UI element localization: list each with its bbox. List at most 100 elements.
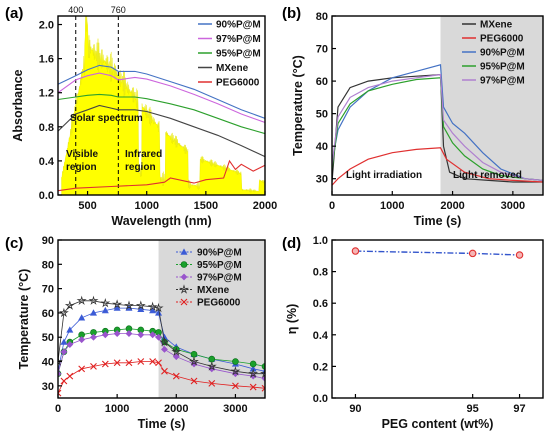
legend-label: 90%P@M (197, 248, 242, 259)
data-point-97%P@M (161, 345, 168, 353)
data-point-90%P@M (66, 326, 74, 333)
x-tick-label: 95 (467, 403, 479, 415)
y-tick-label: 70 (42, 284, 54, 296)
x-tick-label: 90 (349, 403, 361, 415)
data-point-PEG6000 (113, 359, 121, 367)
data-point-90%P@M (60, 338, 68, 345)
data-point-PEG6000 (249, 383, 257, 391)
panel-label: (c) (5, 235, 23, 252)
y-tick-label: 0.4 (313, 330, 329, 342)
y-tick-label: 50 (316, 109, 328, 121)
legend-label: 97%P@M (480, 76, 525, 87)
data-point-90%P@M (155, 309, 163, 316)
x-tick-label: 3000 (501, 200, 525, 212)
data-point-MXene (58, 356, 63, 366)
legend-marker (179, 284, 189, 294)
panel-b: 0 1000 2000 3000 30 40 50 60 70 80 Time (s) Tempera… (282, 5, 544, 228)
x-tick-label: 2000 (253, 200, 277, 212)
data-point-97%P@M (90, 333, 97, 341)
x-tick-label: 97 (513, 403, 525, 415)
data-point-PEG6000 (261, 384, 265, 392)
y-tick-label: 80 (316, 11, 328, 23)
solar-spectrum-area (61, 16, 265, 195)
data-point (515, 251, 524, 259)
data-point-MXene (135, 300, 146, 310)
data-point-MXene (248, 368, 259, 378)
data-point-PEG6000 (155, 359, 162, 367)
y-tick-label: 70 (316, 44, 328, 56)
legend-marker (180, 261, 188, 268)
data-point-95%P@M (190, 350, 198, 358)
y-tick-label: 50 (42, 332, 54, 344)
plot-area (58, 240, 265, 398)
data-point-PEG6000 (208, 380, 216, 387)
data-point-MXene (147, 301, 158, 312)
data-point-90%P@M (137, 305, 145, 312)
x-tick-label: 0 (55, 403, 61, 415)
panel-label: (a) (5, 5, 23, 22)
dashed-marker-label: 400 (68, 5, 83, 15)
series-line-MXene (58, 300, 265, 375)
data-point-97%P@M (58, 370, 62, 378)
legend-label: 97%P@M (197, 273, 242, 284)
x-axis-title: Wavelength (nm) (111, 214, 211, 228)
y-tick-label: 2.0 (39, 20, 54, 32)
annotation-infrared-region: region (125, 162, 156, 173)
data-point-97%P@M (113, 330, 121, 338)
plot-frame (331, 15, 544, 196)
y-tick-label: 0.4 (39, 156, 55, 168)
data-point-PEG6000 (58, 389, 62, 397)
y-tick-label: 60 (42, 308, 54, 320)
data-point-MXene (153, 302, 164, 313)
plot-frame (57, 15, 266, 196)
data-point-PEG6000 (232, 382, 239, 390)
y-tick-label: 1.2 (39, 88, 54, 100)
data-point-90%P@M (101, 306, 109, 314)
y-tick-label: 1.0 (313, 235, 328, 247)
data-point-MXene (64, 300, 75, 310)
plot-frame (57, 239, 266, 399)
legend-label: MXene (216, 63, 249, 74)
series-line-97%P@M (332, 73, 543, 181)
y-tick-label: 0.8 (39, 122, 54, 134)
annotation-light-irradiation: Light irradiation (346, 170, 422, 181)
plot-area (58, 16, 265, 195)
legend-marker (180, 248, 188, 255)
x-axis-title: Time (s) (414, 214, 462, 228)
data-point-MXene (230, 366, 241, 376)
series-line-MXene (58, 104, 265, 158)
data-point-MXene (260, 368, 265, 378)
x-tick-label: 2000 (164, 403, 188, 415)
data-point-MXene (88, 295, 99, 305)
data-point-97%P@M (66, 341, 74, 348)
legend-label: 95%P@M (197, 260, 242, 271)
annotation-solar-spectrum: Solar spectrum (70, 113, 143, 124)
y-tick-label: 30 (42, 381, 54, 393)
x-tick-label: 0 (329, 200, 335, 212)
data-point-90%P@M (149, 306, 157, 314)
data-point-PEG6000 (101, 360, 109, 368)
y-tick-label: 0.0 (313, 393, 328, 405)
data-point-MXene (159, 336, 170, 347)
data-point-97%P@M (125, 330, 133, 338)
data-point-90%P@M (78, 314, 86, 321)
y-axis-title: Absorbance (11, 69, 25, 141)
y-axis-title: Temperature (°C) (17, 269, 31, 370)
data-point-MXene (124, 300, 134, 310)
x-tick-label: 3000 (223, 403, 247, 415)
series-line-95%P@M (58, 93, 265, 135)
data-point-MXene (58, 307, 69, 318)
series-line-PEG6000 (332, 147, 543, 186)
series-line-PEG6000 (58, 159, 265, 192)
series-line-97%P@M (58, 72, 265, 124)
x-axis-title: PEG content (wt%) (382, 417, 494, 431)
data-point-97%P@M (78, 336, 86, 344)
panel-c: 0 1000 2000 3000 30 40 50 60 70 80 90 Time (s) Tempe… (5, 235, 266, 431)
plot-area (332, 16, 543, 195)
y-tick-label: 60 (316, 76, 328, 88)
legend-label: 97%P@M (216, 34, 261, 45)
series-line-90%P@M (332, 64, 543, 181)
data-point-MXene (112, 299, 123, 309)
legend-label: MXene (197, 285, 230, 296)
